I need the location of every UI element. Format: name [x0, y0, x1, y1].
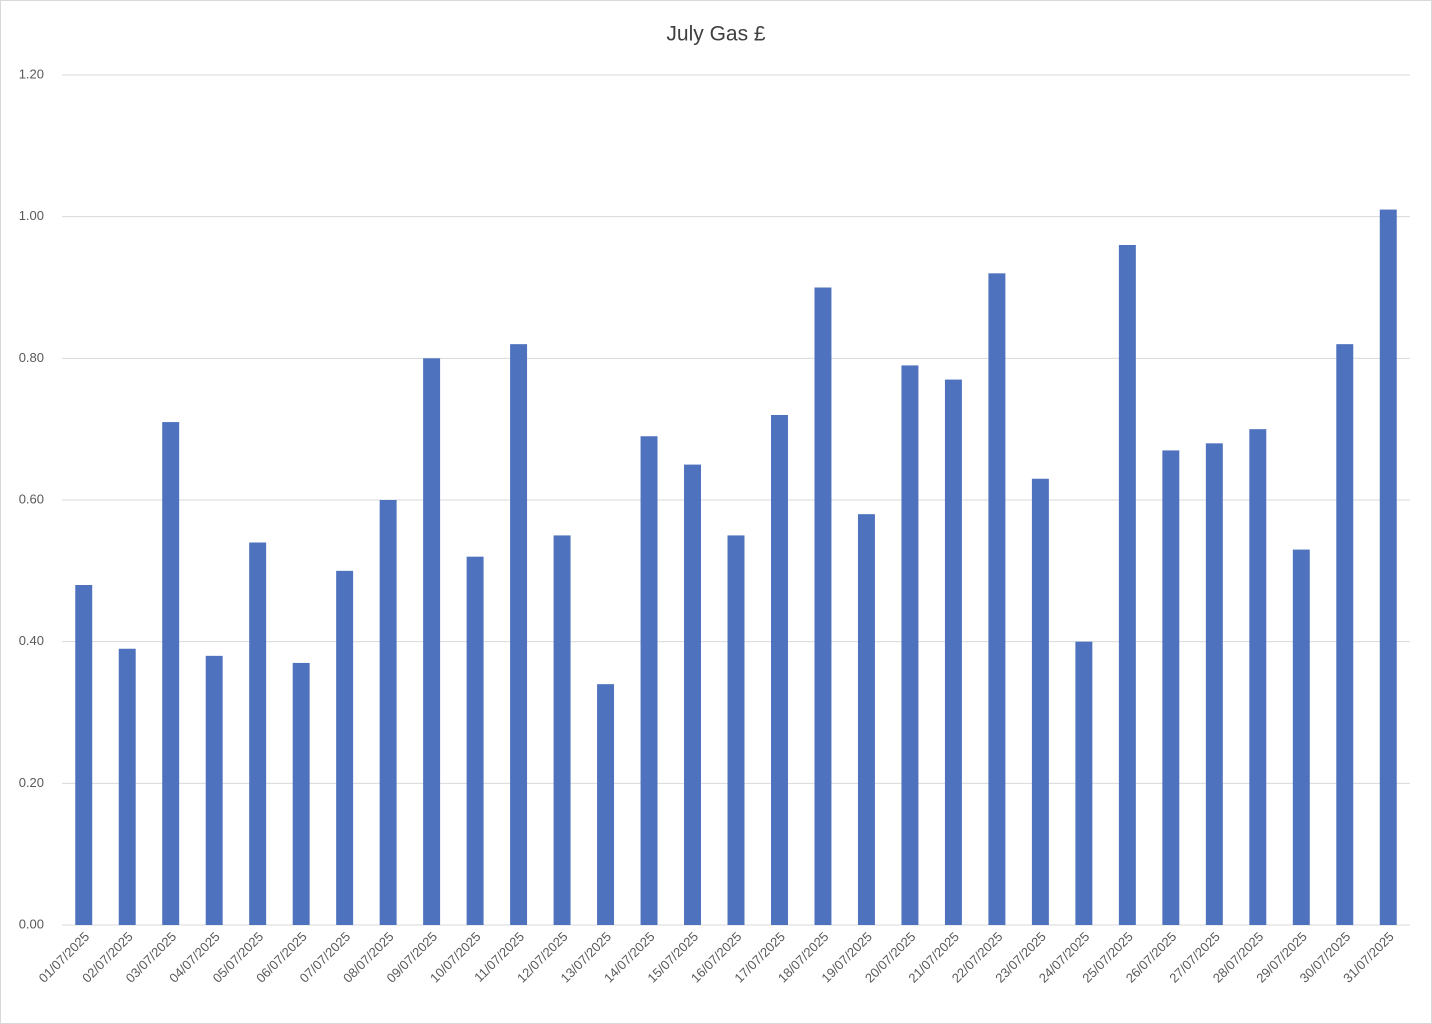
bar — [684, 464, 701, 925]
y-tick-label: 0.40 — [19, 633, 44, 648]
bar — [1292, 549, 1310, 925]
bar — [466, 556, 484, 925]
y-tick-label: 0.80 — [19, 350, 44, 365]
y-tick-label: 1.00 — [19, 208, 44, 223]
bar — [814, 287, 832, 925]
bar — [379, 500, 397, 925]
bar — [640, 436, 658, 925]
bar — [597, 684, 615, 925]
bar — [249, 542, 267, 925]
bar — [771, 415, 788, 925]
y-tick-label: 0.00 — [19, 916, 44, 931]
bar — [944, 379, 962, 925]
bar — [336, 570, 354, 925]
bar — [1075, 641, 1093, 925]
bar — [423, 358, 441, 925]
bar — [553, 535, 571, 925]
bar — [857, 514, 875, 925]
bar — [1205, 443, 1223, 925]
y-tick-label: 1.20 — [19, 66, 44, 81]
bar — [205, 655, 223, 925]
bar — [1336, 344, 1354, 926]
bar — [727, 535, 745, 925]
bar — [162, 422, 180, 925]
chart-title: July Gas £ — [666, 23, 766, 46]
bar — [1249, 429, 1267, 925]
bar — [1118, 245, 1136, 925]
bar — [988, 273, 1006, 925]
bar — [1031, 478, 1049, 925]
bar — [292, 662, 310, 925]
bar — [75, 585, 93, 925]
y-tick-label: 0.20 — [19, 775, 44, 790]
bar — [901, 365, 919, 926]
bar — [1379, 209, 1397, 926]
bar — [118, 648, 136, 925]
y-tick-label: 0.60 — [19, 491, 44, 506]
bar — [510, 344, 528, 926]
bar — [1162, 450, 1180, 925]
